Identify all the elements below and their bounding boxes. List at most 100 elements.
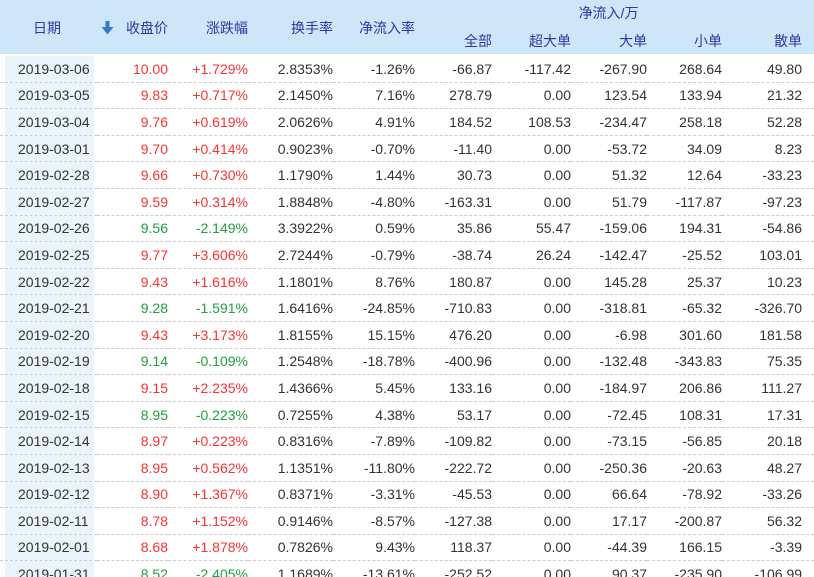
cell-inflow-rate: -11.80%	[333, 454, 415, 482]
cell-flow-large: 17.17	[571, 507, 647, 535]
cell-turnover: 1.8848%	[248, 188, 333, 216]
cell-flow-small: 166.15	[647, 534, 722, 562]
cell-flow-super-large: 0.00	[492, 560, 571, 577]
cell-date: 2019-02-12	[0, 481, 97, 509]
table-row: 2019-02-13 8.95 +0.562% 1.1351% -11.80% …	[0, 454, 814, 482]
column-header-inflow-rate: 净流入率	[333, 0, 415, 56]
table-row: 2019-02-25 9.77 +3.606% 2.7244% -0.79% -…	[0, 241, 814, 269]
table-row: 2019-02-28 9.66 +0.730% 1.1790% 1.44% 30…	[0, 161, 814, 189]
cell-flow-small: 258.18	[647, 108, 722, 136]
cell-date: 2019-02-01	[0, 534, 97, 562]
cell-turnover: 0.9023%	[248, 135, 333, 163]
cell-change: +0.314%	[168, 188, 248, 216]
cell-flow-all: -710.83	[415, 294, 492, 322]
cell-flow-all: 30.73	[415, 161, 492, 189]
cell-turnover: 2.7244%	[248, 241, 333, 269]
cell-flow-large: 51.32	[571, 161, 647, 189]
cell-flow-super-large: 0.00	[492, 454, 571, 482]
cell-inflow-rate: 15.15%	[333, 321, 415, 349]
cell-change: +0.717%	[168, 82, 248, 110]
table-row: 2019-02-14 8.97 +0.223% 0.8316% -7.89% -…	[0, 427, 814, 455]
cell-flow-super-large: 108.53	[492, 108, 571, 136]
cell-turnover: 1.4366%	[248, 374, 333, 402]
cell-change: +2.235%	[168, 374, 248, 402]
cell-inflow-rate: 1.44%	[333, 161, 415, 189]
cell-flow-all: 476.20	[415, 321, 492, 349]
cell-date: 2019-02-28	[0, 161, 97, 189]
sort-descending-icon[interactable]	[101, 21, 114, 35]
cell-inflow-rate: -13.61%	[333, 560, 415, 577]
cell-flow-super-large: 26.24	[492, 241, 571, 269]
cell-flow-large: -318.81	[571, 294, 647, 322]
cell-flow-small: 12.64	[647, 161, 722, 189]
cell-date: 2019-01-31	[0, 560, 97, 577]
column-header-change: 涨跌幅	[168, 0, 248, 56]
cell-flow-large: -184.97	[571, 374, 647, 402]
cell-flow-retail: 49.80	[722, 56, 814, 83]
column-header-turnover: 换手率	[248, 0, 333, 56]
cell-flow-small: 25.37	[647, 268, 722, 296]
cell-date: 2019-02-21	[0, 294, 97, 322]
cell-flow-retail: 103.01	[722, 241, 814, 269]
cell-close: 8.97	[97, 427, 168, 455]
cell-flow-large: 66.64	[571, 481, 647, 509]
cell-flow-all: -163.31	[415, 188, 492, 216]
cell-flow-large: 51.79	[571, 188, 647, 216]
cell-date: 2019-03-01	[0, 135, 97, 163]
cell-inflow-rate: 4.91%	[333, 108, 415, 136]
cell-close: 10.00	[97, 56, 168, 83]
cell-change: -0.223%	[168, 401, 248, 429]
cell-close: 8.78	[97, 507, 168, 535]
cell-date: 2019-03-06	[0, 56, 97, 83]
cell-flow-all: 180.87	[415, 268, 492, 296]
table-row: 2019-02-26 9.56 -2.149% 3.3922% 0.59% 35…	[0, 215, 814, 243]
cell-flow-super-large: 0.00	[492, 481, 571, 509]
cell-flow-small: -20.63	[647, 454, 722, 482]
cell-date: 2019-02-15	[0, 401, 97, 429]
cell-close: 9.28	[97, 294, 168, 322]
cell-turnover: 2.1450%	[248, 82, 333, 110]
table-row: 2019-03-05 9.83 +0.717% 2.1450% 7.16% 27…	[0, 82, 814, 110]
cell-flow-large: 123.54	[571, 82, 647, 110]
cell-flow-large: -53.72	[571, 135, 647, 163]
table-row: 2019-02-11 8.78 +1.152% 0.9146% -8.57% -…	[0, 507, 814, 535]
cell-turnover: 1.6416%	[248, 294, 333, 322]
cell-change: +0.730%	[168, 161, 248, 189]
cell-flow-retail: -3.39	[722, 534, 814, 562]
cell-flow-large: -267.90	[571, 56, 647, 83]
cell-flow-small: -117.87	[647, 188, 722, 216]
column-header-flow-large: 大单	[571, 26, 647, 56]
cell-inflow-rate: 9.43%	[333, 534, 415, 562]
cell-flow-retail: 17.31	[722, 401, 814, 429]
column-header-date[interactable]: 日期	[0, 0, 114, 56]
cell-flow-small: -343.83	[647, 348, 722, 376]
cell-flow-all: -11.40	[415, 135, 492, 163]
cell-inflow-rate: -24.85%	[333, 294, 415, 322]
cell-turnover: 1.1801%	[248, 268, 333, 296]
cell-inflow-rate: 5.45%	[333, 374, 415, 402]
cell-close: 9.66	[97, 161, 168, 189]
cell-flow-small: -78.92	[647, 481, 722, 509]
cell-change: +1.729%	[168, 56, 248, 83]
cell-flow-small: 301.60	[647, 321, 722, 349]
cell-date: 2019-02-13	[0, 454, 97, 482]
cell-close: 9.15	[97, 374, 168, 402]
cell-change: +1.367%	[168, 481, 248, 509]
cell-flow-large: 145.28	[571, 268, 647, 296]
cell-close: 8.95	[97, 401, 168, 429]
table-body: 2019-03-06 10.00 +1.729% 2.8353% -1.26% …	[0, 56, 814, 577]
cell-flow-super-large: 0.00	[492, 534, 571, 562]
cell-flow-large: -6.98	[571, 321, 647, 349]
cell-flow-small: -56.85	[647, 427, 722, 455]
table-row: 2019-02-15 8.95 -0.223% 0.7255% 4.38% 53…	[0, 401, 814, 429]
cell-flow-all: -222.72	[415, 454, 492, 482]
cell-turnover: 0.8316%	[248, 427, 333, 455]
cell-date: 2019-02-26	[0, 215, 97, 243]
column-header-date-label: 日期	[33, 20, 61, 36]
cell-inflow-rate: -7.89%	[333, 427, 415, 455]
cell-close: 9.70	[97, 135, 168, 163]
cell-date: 2019-02-22	[0, 268, 97, 296]
cell-flow-super-large: 0.00	[492, 348, 571, 376]
cell-change: -2.405%	[168, 560, 248, 577]
